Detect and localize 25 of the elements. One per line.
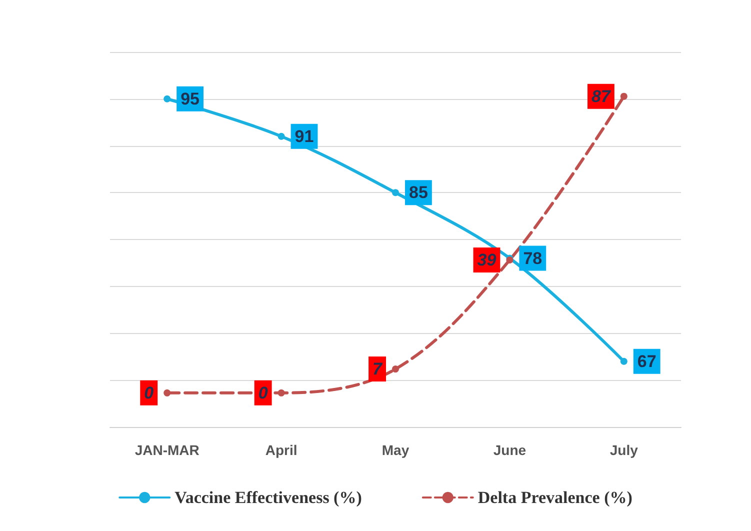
data-label: 87	[591, 86, 612, 106]
data-label: 67	[637, 352, 656, 371]
point	[620, 358, 628, 365]
data-label: 91	[294, 126, 314, 146]
data-label: 78	[523, 248, 542, 268]
point	[164, 389, 171, 396]
data-label: 85	[409, 183, 428, 202]
data-label: 0	[258, 383, 268, 402]
point	[392, 366, 399, 373]
point	[278, 132, 285, 140]
legend-label: Vaccine Effectiveness (%)	[174, 488, 362, 507]
point	[620, 92, 628, 100]
point	[392, 189, 399, 196]
point	[164, 95, 171, 102]
data-label: 95	[180, 89, 200, 108]
x-tick-label: July	[610, 442, 638, 458]
x-tick-label: May	[382, 442, 410, 458]
data-label: 39	[477, 250, 497, 270]
x-tick-label: JAN-MAR	[134, 442, 200, 458]
point	[278, 389, 285, 396]
data-label: 0	[144, 383, 154, 402]
data-label: 7	[372, 360, 384, 379]
legend-label: Delta Prevalence (%)	[478, 488, 632, 507]
x-tick-label: June	[493, 442, 526, 458]
x-tick-label: April	[265, 442, 298, 458]
